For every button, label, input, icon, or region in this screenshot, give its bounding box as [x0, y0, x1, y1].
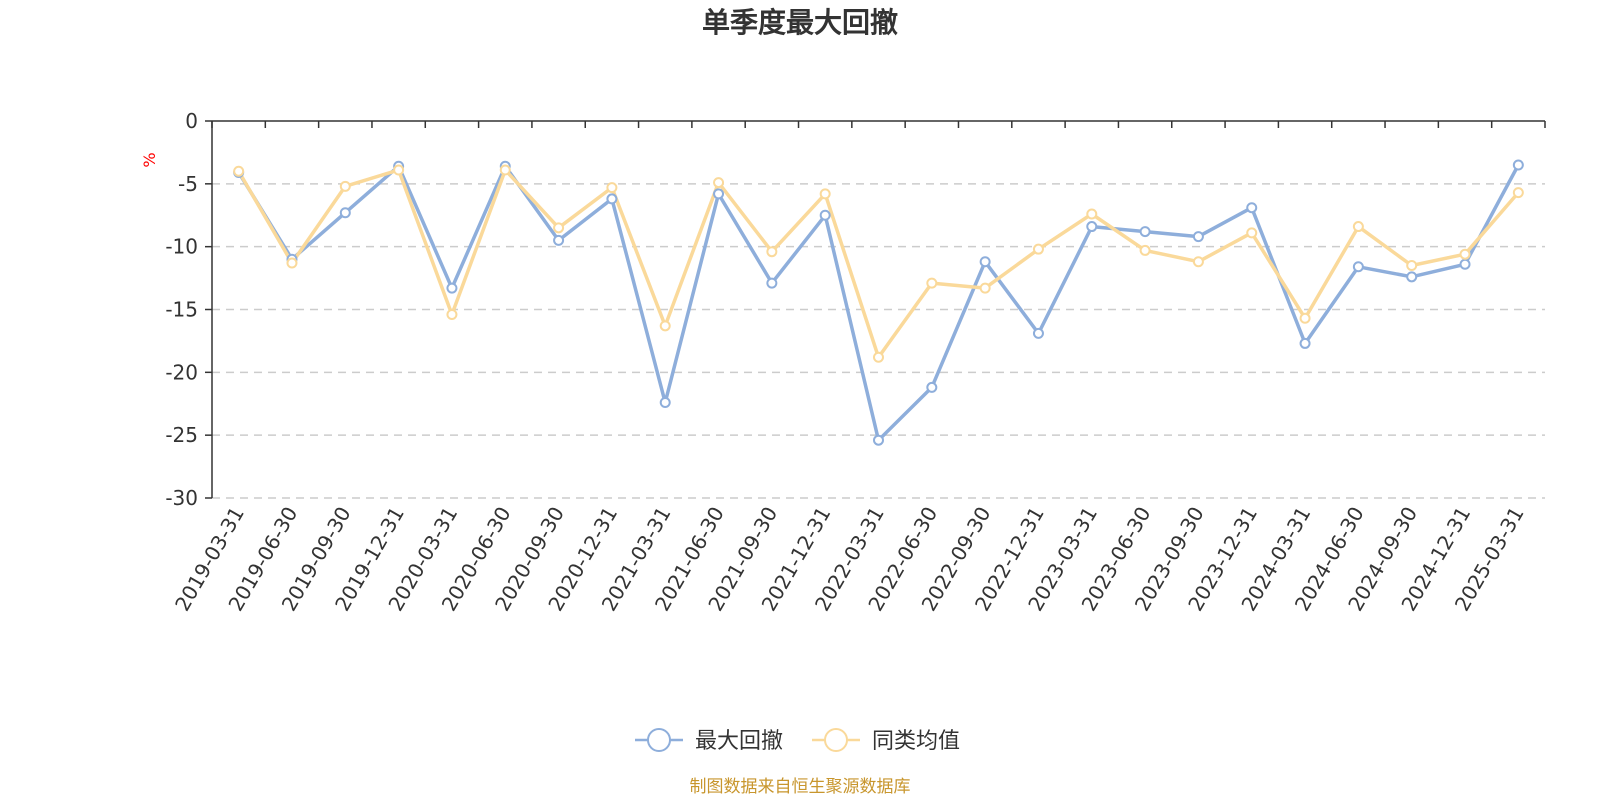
y-tick-label: -15: [165, 298, 198, 322]
data-point: [1352, 221, 1364, 233]
x-axis-ticks: 2019-03-312019-06-302019-09-302019-12-31…: [170, 503, 1529, 616]
data-point: [233, 165, 245, 177]
gridlines: [212, 183, 1545, 499]
series-line-0: [237, 164, 1520, 442]
data-point: [926, 381, 938, 393]
y-axis-ticks: 0 -5 -10 -15 -20 -25 -30: [165, 109, 212, 510]
data-point: [1299, 337, 1311, 349]
data-point: [1032, 327, 1044, 339]
data-point: [1352, 261, 1364, 273]
data-source-note: 制图数据来自恒生聚源数据库: [690, 777, 911, 797]
data-point: [1032, 243, 1044, 255]
y-axis-unit-label: %: [140, 152, 159, 167]
data-point: [339, 180, 351, 192]
data-point: [553, 222, 565, 234]
data-point: [1459, 258, 1471, 270]
legend-marker[interactable]: [824, 728, 848, 752]
legend[interactable]: 最大回撤 同类均值: [635, 728, 960, 754]
data-point: [1299, 312, 1311, 324]
legend-label[interactable]: 最大回撤: [695, 729, 783, 754]
data-point: [499, 164, 511, 176]
data-point: [873, 434, 884, 446]
data-point: [1139, 226, 1151, 238]
y-tick-label: -25: [165, 423, 198, 447]
data-point: [446, 309, 458, 321]
data-point: [1406, 271, 1418, 283]
data-point: [1459, 248, 1471, 260]
data-point: [713, 177, 725, 189]
data-point: [393, 164, 405, 176]
data-point: [766, 277, 778, 289]
data-point: [606, 182, 618, 194]
data-point: [713, 188, 725, 200]
y-tick-label: -20: [165, 360, 198, 384]
data-point: [659, 320, 671, 332]
data-point: [1246, 227, 1258, 239]
data-point: [979, 256, 991, 268]
data-point: [1086, 221, 1098, 233]
y-tick-label: -5: [178, 172, 198, 196]
series-line-1: [237, 168, 1520, 360]
data-point: [1246, 202, 1258, 214]
data-point: [339, 207, 351, 219]
legend-marker[interactable]: [647, 728, 671, 752]
data-point: [1512, 187, 1524, 199]
data-point: [979, 282, 991, 294]
data-point: [819, 188, 831, 200]
data-point: [1406, 260, 1418, 272]
data-point: [553, 234, 565, 246]
y-tick-label: -10: [165, 235, 198, 259]
y-tick-label: 0: [185, 109, 198, 133]
data-point: [1192, 231, 1204, 243]
data-point: [659, 396, 671, 408]
legend-label[interactable]: 同类均值: [872, 729, 960, 754]
data-point: [766, 246, 778, 258]
data-point: [873, 351, 884, 363]
data-point: [446, 282, 458, 294]
data-point: [286, 257, 298, 269]
data-point: [926, 277, 938, 289]
data-point: [1086, 208, 1098, 220]
data-point: [1192, 256, 1204, 268]
data-point: [819, 209, 831, 221]
data-point: [1139, 244, 1151, 256]
data-point: [606, 193, 618, 205]
y-tick-label: -30: [165, 486, 198, 510]
chart-title: 单季度最大回撤: [702, 6, 898, 39]
data-point: [1512, 159, 1524, 171]
series-layer: [233, 159, 1524, 446]
